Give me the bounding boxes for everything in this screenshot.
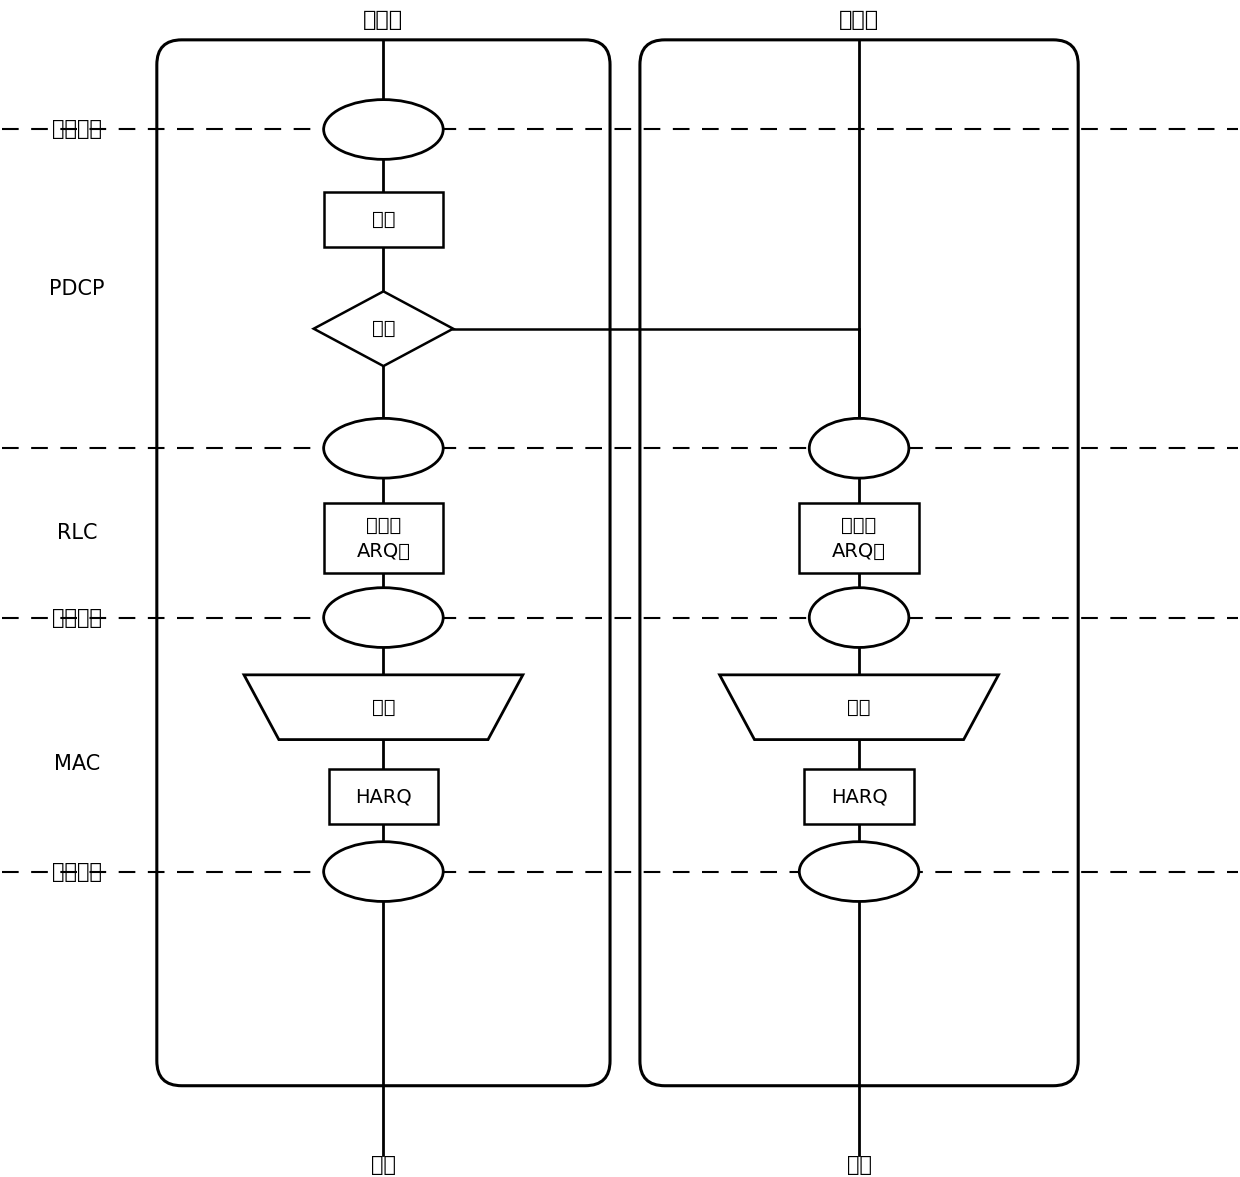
Polygon shape: [719, 674, 998, 739]
Ellipse shape: [800, 842, 919, 902]
Text: RLC: RLC: [57, 523, 98, 543]
Text: HARQ: HARQ: [355, 787, 412, 806]
Text: ARQ等: ARQ等: [832, 543, 887, 561]
Text: 复用: 复用: [372, 698, 396, 717]
Text: 复制: 复制: [372, 319, 396, 338]
Ellipse shape: [324, 587, 443, 647]
FancyBboxPatch shape: [324, 192, 443, 246]
Text: 载波: 载波: [847, 1156, 872, 1176]
Text: 分割、: 分割、: [842, 517, 877, 536]
Text: 分割、: 分割、: [366, 517, 401, 536]
Text: 辅基站: 辅基站: [839, 9, 879, 29]
Ellipse shape: [810, 587, 909, 647]
Text: 逻辑信道: 逻辑信道: [52, 607, 102, 627]
Text: 传输信道: 传输信道: [52, 862, 102, 882]
Text: MAC: MAC: [55, 754, 100, 774]
Polygon shape: [244, 674, 523, 739]
Polygon shape: [314, 292, 453, 366]
Ellipse shape: [324, 842, 443, 902]
Text: ARQ等: ARQ等: [356, 543, 410, 561]
Text: 安全: 安全: [372, 210, 396, 228]
Text: 复用: 复用: [847, 698, 870, 717]
Ellipse shape: [324, 100, 443, 159]
FancyBboxPatch shape: [324, 503, 443, 573]
FancyBboxPatch shape: [800, 503, 919, 573]
Text: 主基站: 主基站: [363, 9, 403, 29]
FancyBboxPatch shape: [329, 770, 438, 824]
Ellipse shape: [810, 418, 909, 478]
Text: 无线承载: 无线承载: [52, 120, 102, 140]
Text: HARQ: HARQ: [831, 787, 888, 806]
Text: 载波: 载波: [371, 1156, 396, 1176]
Ellipse shape: [324, 418, 443, 478]
FancyBboxPatch shape: [805, 770, 914, 824]
Text: PDCP: PDCP: [50, 279, 105, 299]
